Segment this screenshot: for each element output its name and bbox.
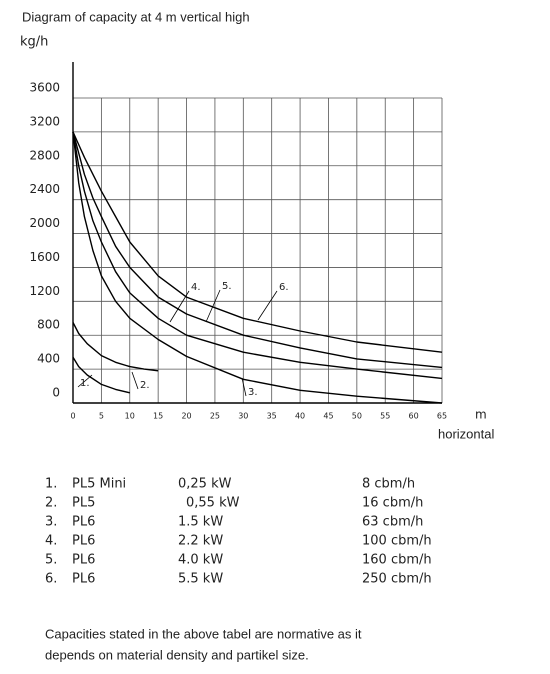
x-tick-label: 60 xyxy=(409,412,419,421)
series-label: 3. xyxy=(248,387,258,398)
y-tick-label: 2800 xyxy=(29,148,60,162)
series-label: 2. xyxy=(140,380,150,391)
line-series xyxy=(72,131,443,369)
x-tick-label: 5 xyxy=(99,412,104,421)
table-cell: 4. xyxy=(45,534,57,549)
y-axis-label: kg/h xyxy=(20,35,48,50)
series-label: 1. xyxy=(80,378,90,389)
x-axis-label: m xyxy=(475,408,487,422)
table-cell: 5.5 kW xyxy=(178,572,223,587)
table-cell: 4.0 kW xyxy=(178,553,223,568)
table-cell: 0,25 kW xyxy=(178,477,232,492)
x-tick-label: 35 xyxy=(267,412,277,421)
label-leader xyxy=(257,290,278,321)
table-cell: 0,55 kW xyxy=(186,496,240,511)
label-leader xyxy=(77,374,93,388)
x-tick-label: 55 xyxy=(380,412,390,421)
table-cell: 63 cbm/h xyxy=(362,515,423,530)
series-label: 5. xyxy=(222,281,232,292)
table-cell: PL6 xyxy=(72,572,95,587)
x-tick-label: 40 xyxy=(295,412,305,421)
y-tick-label: 0 xyxy=(52,386,60,400)
x-tick-label: 25 xyxy=(210,412,220,421)
note-line: Capacities stated in the above tabel are… xyxy=(45,626,362,641)
y-tick-label: 400 xyxy=(37,352,60,366)
table-cell: 250 cbm/h xyxy=(362,572,432,587)
x-tick-label: 10 xyxy=(125,412,135,421)
table-cell: 8 cbm/h xyxy=(362,477,415,492)
table-cell: 1.5 kW xyxy=(178,515,223,530)
series-label: 4. xyxy=(191,282,201,293)
y-tick-label: 2000 xyxy=(29,216,60,230)
table-cell: 2.2 kW xyxy=(178,534,223,549)
line-series xyxy=(72,131,443,353)
table-cell: PL5 xyxy=(72,496,95,511)
table-cell: PL6 xyxy=(72,534,95,549)
label-leader xyxy=(131,371,139,390)
table-cell: 160 cbm/h xyxy=(362,553,432,568)
table-cell: 2. xyxy=(45,496,57,511)
y-tick-label: 1600 xyxy=(29,250,60,264)
table-cell: 100 cbm/h xyxy=(362,534,432,549)
line-series xyxy=(72,131,443,380)
table-cell: 1. xyxy=(45,477,57,492)
x-tick-label: 0 xyxy=(70,412,75,421)
y-tick-label: 800 xyxy=(37,318,60,332)
chart-title: Diagram of capacity at 4 m vertical high xyxy=(22,9,250,24)
table-cell: PL5 Mini xyxy=(72,477,126,492)
series-label: 6. xyxy=(279,282,289,293)
x-tick-label: 50 xyxy=(352,412,362,421)
table-cell: 5. xyxy=(45,553,57,568)
note-line: depends on material density and partikel… xyxy=(45,647,309,662)
x-tick-label: 20 xyxy=(181,412,191,421)
y-tick-label: 2400 xyxy=(29,182,60,196)
x-axis-sublabel: horizontal xyxy=(438,426,494,441)
x-tick-label: 15 xyxy=(153,412,163,421)
label-leader xyxy=(205,289,221,323)
table-cell: PL6 xyxy=(72,515,95,530)
y-tick-label: 3200 xyxy=(29,114,60,128)
x-tick-label: 65 xyxy=(437,412,447,421)
x-tick-label: 30 xyxy=(238,412,248,421)
table-cell: 16 cbm/h xyxy=(362,496,423,511)
y-tick-label: 3600 xyxy=(29,81,60,95)
line-series xyxy=(72,131,443,404)
line-series xyxy=(72,356,130,394)
table-cell: PL6 xyxy=(72,553,95,568)
label-leader xyxy=(241,377,247,397)
line-series xyxy=(72,322,159,372)
table-cell: 3. xyxy=(45,515,57,530)
y-tick-label: 1200 xyxy=(29,284,60,298)
x-tick-label: 45 xyxy=(323,412,333,421)
table-cell: 6. xyxy=(45,572,57,587)
